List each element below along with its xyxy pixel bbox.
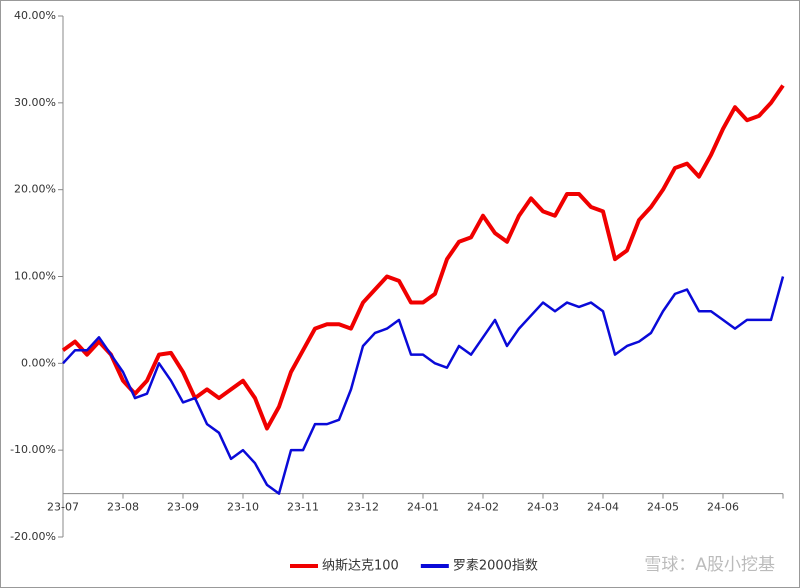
legend-label: 罗素2000指数 xyxy=(453,559,538,574)
x-tick-label: 23-10 xyxy=(227,501,259,514)
series-line xyxy=(62,276,785,495)
legend-label: 纳斯达克100 xyxy=(322,559,399,574)
x-tick-label: 24-06 xyxy=(707,501,739,514)
x-tick-label: 24-05 xyxy=(647,501,679,514)
x-tick-label: 23-11 xyxy=(287,501,319,514)
y-tick-label: -10.00% xyxy=(10,443,56,456)
y-tick-label: 20.00% xyxy=(14,183,56,196)
y-tick-label: 30.00% xyxy=(14,96,56,109)
x-tick-label: 24-02 xyxy=(467,501,499,514)
x-tick-label: 23-07 xyxy=(47,501,79,514)
watermark: 雪球：A股小挖基 xyxy=(644,555,775,575)
y-tick-label: -20.00% xyxy=(10,530,56,543)
x-tick-label: 23-08 xyxy=(107,501,139,514)
x-tick-label: 24-04 xyxy=(587,501,619,514)
x-tick-label: 23-12 xyxy=(347,501,379,514)
x-tick-label: 24-01 xyxy=(407,501,439,514)
y-tick-label: 10.00% xyxy=(14,270,56,283)
x-tick-label: 23-09 xyxy=(167,501,199,514)
x-tick-label: 24-03 xyxy=(527,501,559,514)
y-tick-label: 40.00% xyxy=(14,9,56,22)
series-line xyxy=(61,84,785,431)
y-tick-label: 0.00% xyxy=(21,356,56,369)
